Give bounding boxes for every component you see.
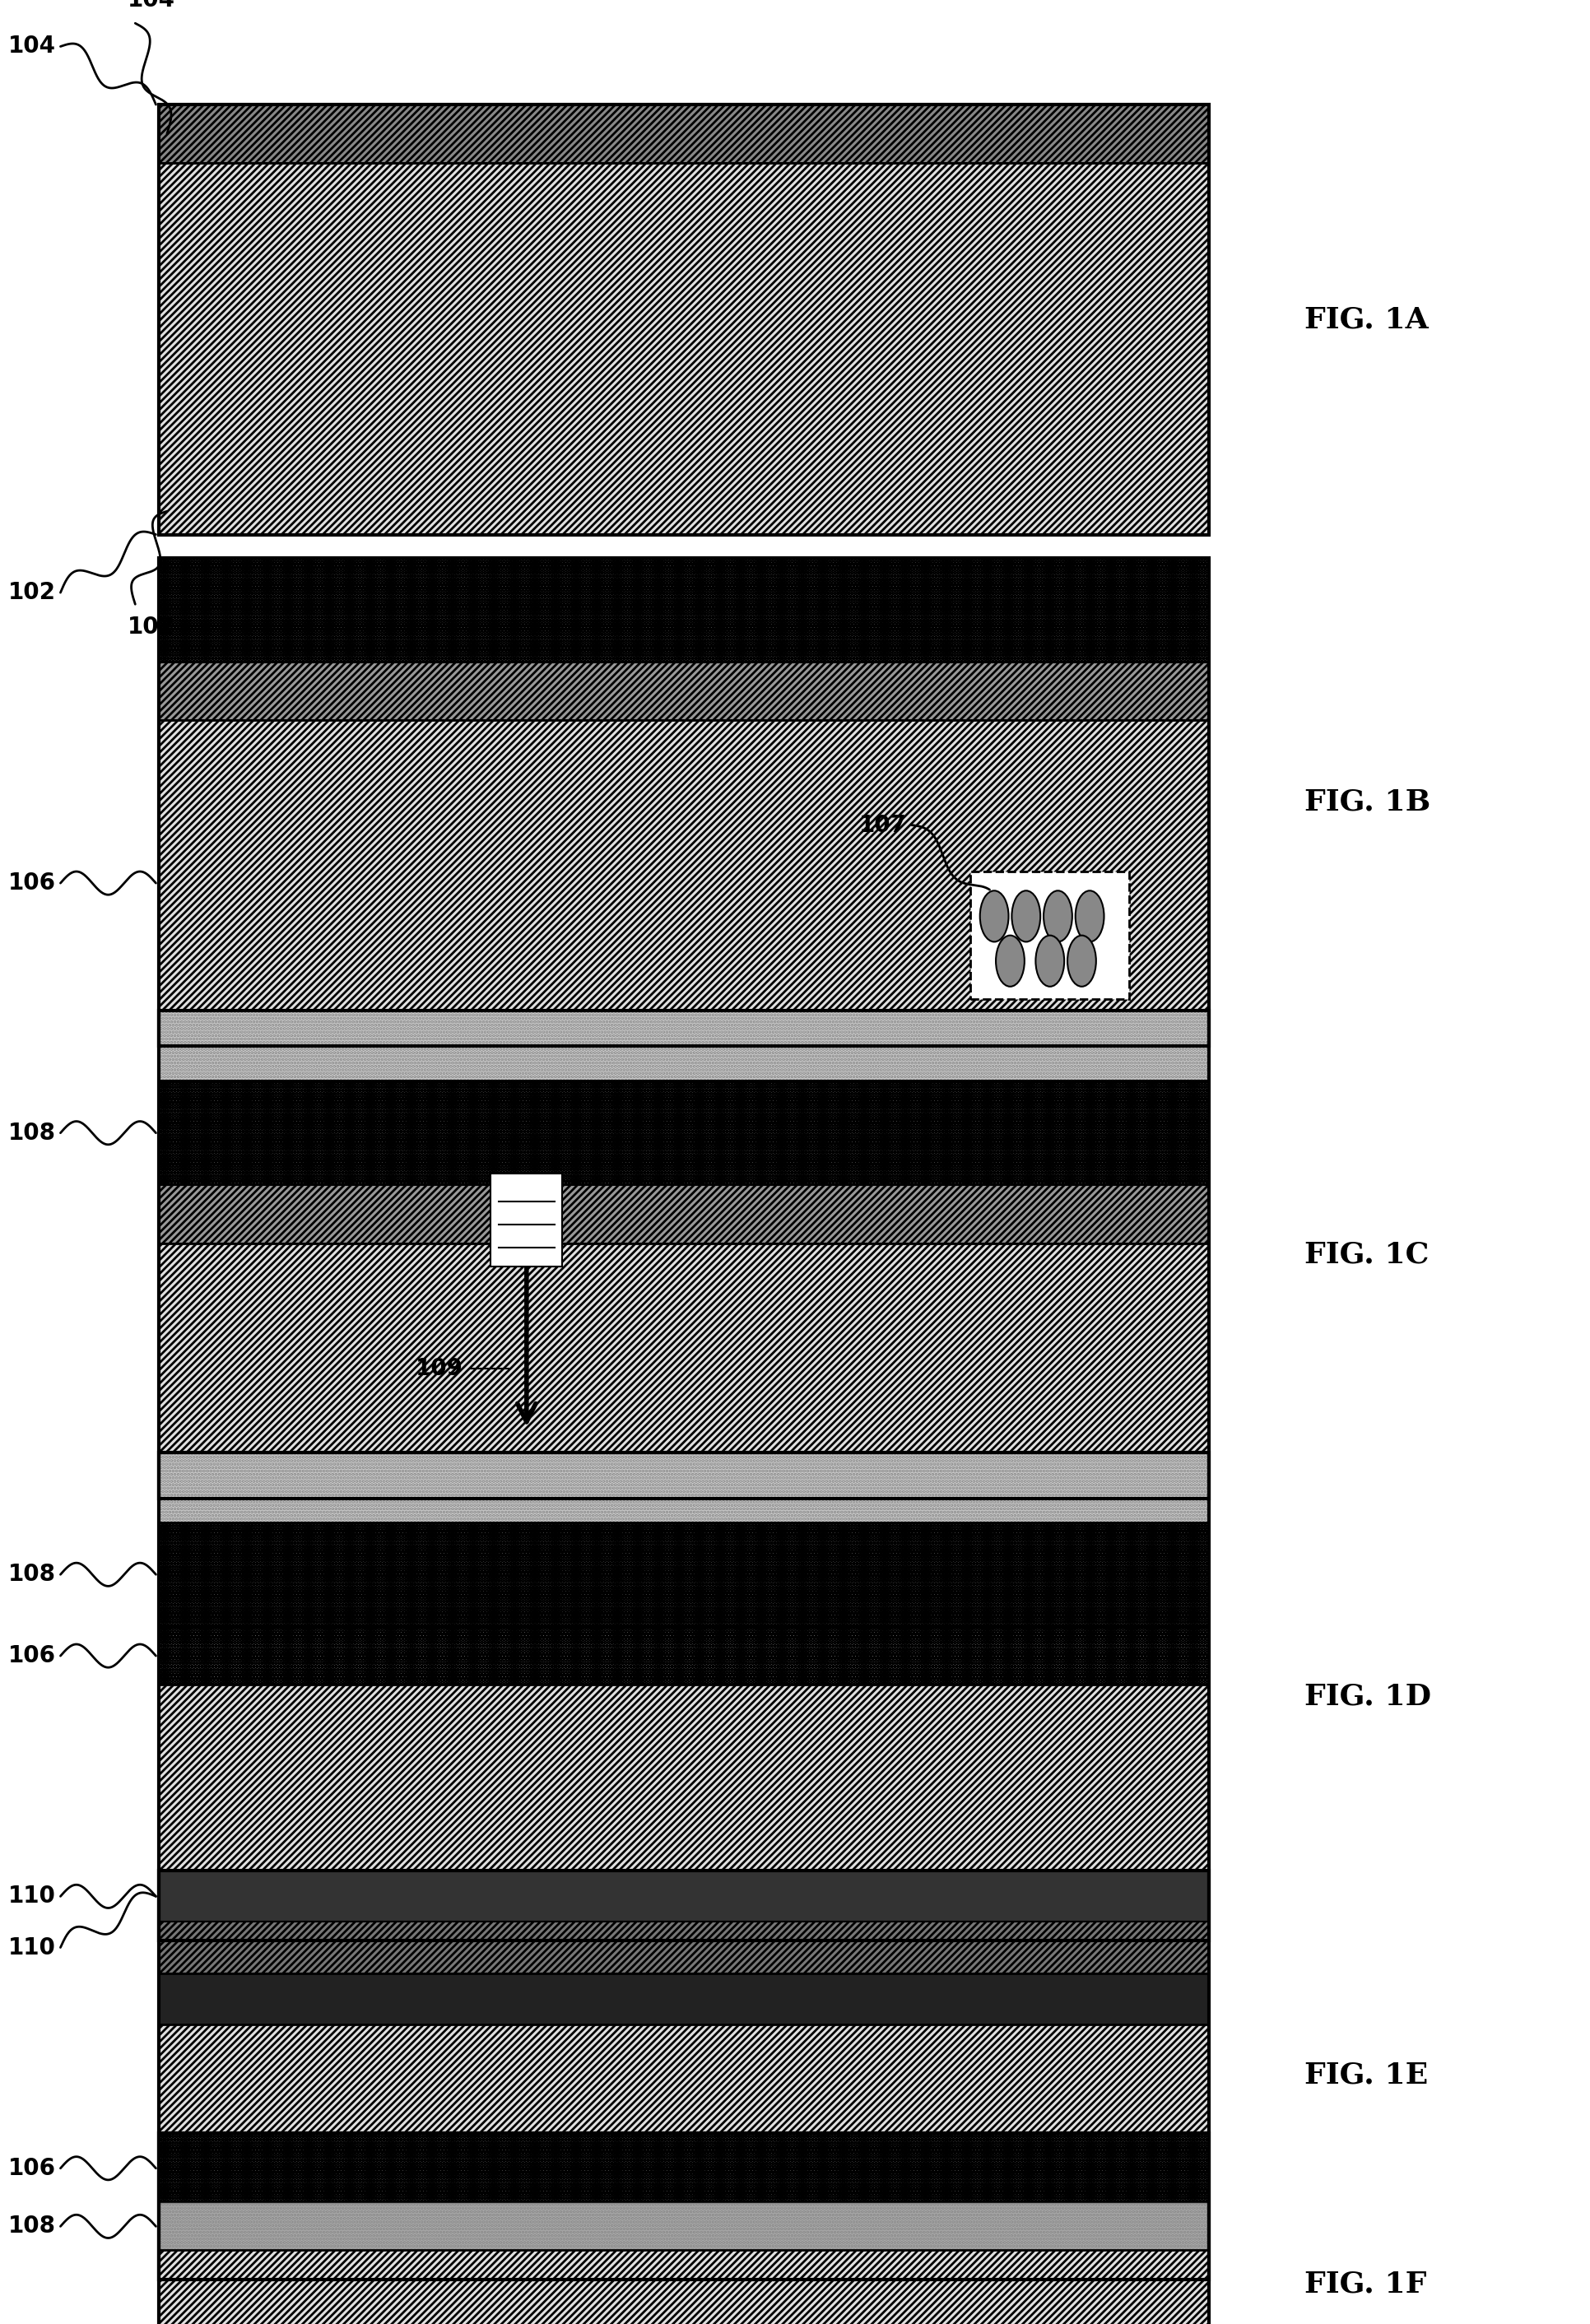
Bar	[159, 1685, 1208, 1941]
Text: FIG. 1B: FIG. 1B	[1304, 788, 1429, 816]
Text: 106: 106	[8, 2157, 56, 2180]
Bar	[159, 1011, 1208, 1499]
Bar	[490, 1174, 561, 1267]
Bar	[159, 2133, 1208, 2203]
Bar	[159, 662, 1208, 720]
Bar	[159, 1081, 1208, 1185]
Text: FIG. 1C: FIG. 1C	[1304, 1241, 1428, 1269]
Text: 110: 110	[8, 1936, 56, 1959]
Bar	[159, 1185, 1208, 1243]
Text: 106: 106	[8, 872, 56, 895]
Bar	[159, 1627, 1208, 1685]
Ellipse shape	[979, 890, 1008, 941]
Bar	[159, 2024, 1208, 2280]
Bar	[159, 1522, 1208, 1627]
Text: 104: 104	[127, 0, 175, 12]
Text: 109: 109	[415, 1357, 463, 1380]
Ellipse shape	[1075, 890, 1103, 941]
Text: 108: 108	[8, 1564, 56, 1585]
Ellipse shape	[1035, 934, 1064, 988]
Bar	[159, 1922, 1208, 1973]
Text: 108: 108	[8, 1122, 56, 1143]
Text: 110: 110	[8, 1885, 56, 1908]
Ellipse shape	[1011, 890, 1040, 941]
Bar	[970, 872, 1129, 999]
Text: FIG. 1F: FIG. 1F	[1304, 2271, 1426, 2298]
Bar	[159, 1452, 1208, 1941]
Bar	[159, 558, 1208, 662]
Bar	[159, 105, 1208, 535]
Text: 104: 104	[8, 35, 56, 58]
Text: FIG. 1A: FIG. 1A	[1304, 304, 1428, 335]
Text: 108: 108	[8, 2215, 56, 2238]
Text: 107: 107	[859, 813, 906, 837]
Bar	[159, 105, 1208, 163]
Bar	[159, 1452, 1208, 1522]
Text: 102: 102	[8, 581, 56, 604]
Bar	[159, 720, 1208, 1046]
Text: 106: 106	[8, 1645, 56, 1666]
Bar	[159, 1243, 1208, 1499]
Bar	[159, 2133, 1208, 2324]
Bar	[159, 1871, 1208, 1922]
Bar	[159, 558, 1208, 1046]
Text: FIG. 1D: FIG. 1D	[1304, 1683, 1431, 1710]
Text: 102: 102	[127, 616, 175, 639]
Bar	[159, 2250, 1208, 2324]
Bar	[159, 163, 1208, 535]
Bar	[159, 1973, 1208, 2024]
Bar	[159, 2203, 1208, 2250]
Text: FIG. 1E: FIG. 1E	[1304, 2061, 1428, 2089]
Bar	[159, 1011, 1208, 1081]
Ellipse shape	[1043, 890, 1072, 941]
Ellipse shape	[1067, 934, 1096, 988]
Ellipse shape	[995, 934, 1024, 988]
Bar	[159, 1871, 1208, 2280]
